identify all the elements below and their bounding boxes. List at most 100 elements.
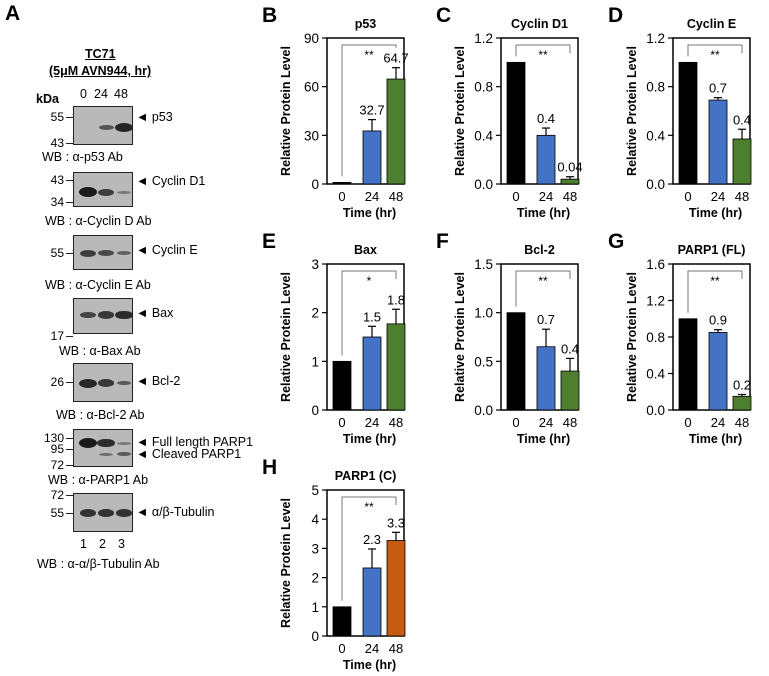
wb-antibody-label: WB : α-p53 Ab	[42, 150, 123, 164]
significance-bracket	[687, 270, 743, 313]
significance-bracket	[515, 44, 571, 57]
chart-title: Cyclin D1	[511, 17, 568, 31]
target-protein-label: ◄ Cyclin D1	[136, 174, 206, 188]
x-axis-label: Time (hr)	[343, 658, 396, 672]
kda-marker: 95	[50, 442, 64, 456]
x-tick-label: 0	[338, 641, 345, 656]
y-tick-label: 0	[311, 629, 319, 644]
bar	[506, 312, 526, 411]
y-tick-label: 1.6	[646, 257, 665, 272]
y-tick-label: 0.0	[646, 403, 665, 418]
x-axis-label: Time (hr)	[343, 432, 396, 446]
marker-tick	[66, 495, 73, 497]
x-axis-label: Time (hr)	[517, 206, 570, 220]
x-tick-label: 48	[389, 641, 403, 656]
western-blot-image	[73, 106, 133, 145]
kda-marker: 130	[43, 431, 64, 445]
data-label: 0.7	[709, 81, 727, 96]
y-tick-label: 0.8	[646, 330, 665, 345]
data-label: 1.8	[387, 292, 405, 307]
chart-title: Bcl-2	[524, 243, 555, 257]
bar	[362, 130, 382, 185]
y-axis-label: Relative Protein Level	[453, 46, 467, 176]
data-label: 64.7	[383, 51, 408, 66]
target-protein-label: ◄ p53	[136, 110, 173, 124]
significance-marker: **	[364, 500, 374, 514]
bar	[332, 181, 352, 185]
western-blot-image	[73, 172, 133, 207]
y-tick-label: 0.0	[646, 177, 665, 192]
wb-antibody-label: WB : α-Cyclin E Ab	[45, 278, 151, 292]
marker-tick	[66, 180, 73, 182]
target-protein-label: ◄ Cyclin E	[136, 243, 198, 257]
protein-band	[97, 311, 115, 319]
x-tick-label: 24	[539, 415, 553, 430]
kda-marker: 17	[50, 329, 64, 343]
significance-marker: **	[538, 48, 548, 62]
lane-label: 24	[94, 87, 108, 101]
y-tick-label: 1	[311, 354, 319, 369]
y-tick-label: 0.0	[474, 177, 493, 192]
x-tick-label: 0	[684, 415, 691, 430]
panel-letter: G	[608, 230, 624, 253]
protein-band	[115, 310, 132, 320]
bar	[536, 134, 556, 185]
x-tick-label: 24	[365, 641, 379, 656]
x-tick-label: 48	[389, 415, 403, 430]
x-axis-label: Time (hr)	[517, 432, 570, 446]
protein-band	[116, 380, 132, 386]
bar	[560, 178, 580, 185]
data-label: 0.9	[709, 313, 727, 328]
target-protein-label: ◄ Full length PARP1	[136, 435, 254, 449]
kda-marker: 55	[50, 506, 64, 520]
chart-title: Bax	[354, 243, 377, 257]
data-label: 0.4	[561, 341, 579, 356]
bar	[678, 61, 698, 185]
bar	[332, 606, 352, 637]
chart-title: PARP1 (C)	[335, 469, 397, 483]
data-label: 0.4	[733, 112, 751, 127]
data-label: 3.3	[387, 515, 405, 530]
bar	[506, 61, 526, 185]
lane-number: 3	[118, 537, 125, 551]
kda-marker: 55	[50, 246, 64, 260]
marker-tick	[66, 449, 73, 451]
data-label: 0.04	[557, 160, 582, 175]
protein-band	[79, 438, 97, 448]
y-tick-label: 5	[311, 483, 319, 498]
data-label: 2.3	[363, 532, 381, 547]
protein-band	[80, 311, 96, 319]
x-tick-label: 48	[735, 189, 749, 204]
y-tick-label: 1.2	[474, 31, 493, 46]
x-axis-label: Time (hr)	[689, 206, 742, 220]
bar	[332, 360, 352, 411]
chart-title: PARP1 (FL)	[678, 243, 746, 257]
x-tick-label: 24	[711, 415, 725, 430]
lane-label: 48	[114, 87, 128, 101]
kda-marker: 43	[50, 173, 64, 187]
marker-tick	[66, 336, 73, 338]
kda-marker: 72	[50, 488, 64, 502]
significance-marker: **	[538, 274, 548, 288]
y-tick-label: 1.2	[646, 294, 665, 309]
data-label: 0.2	[733, 377, 751, 392]
x-tick-label: 0	[512, 415, 519, 430]
y-tick-label: 1.0	[474, 306, 493, 321]
wb-antibody-label: WB : α-PARP1 Ab	[48, 473, 149, 487]
x-tick-label: 24	[539, 189, 553, 204]
kda-marker: 34	[50, 195, 64, 209]
y-tick-label: 0.4	[646, 367, 665, 382]
protein-band	[97, 188, 115, 196]
protein-band	[97, 438, 115, 448]
x-tick-label: 24	[711, 189, 725, 204]
bar	[386, 540, 406, 637]
panel-letter: F	[436, 230, 449, 253]
western-blot-image	[73, 493, 133, 532]
panel-letter-a: A	[5, 2, 21, 25]
significance-marker: **	[710, 274, 720, 288]
y-tick-label: 1	[311, 600, 319, 615]
y-tick-label: 0	[311, 177, 319, 192]
protein-band	[116, 251, 132, 255]
western-blot-image	[73, 429, 133, 467]
